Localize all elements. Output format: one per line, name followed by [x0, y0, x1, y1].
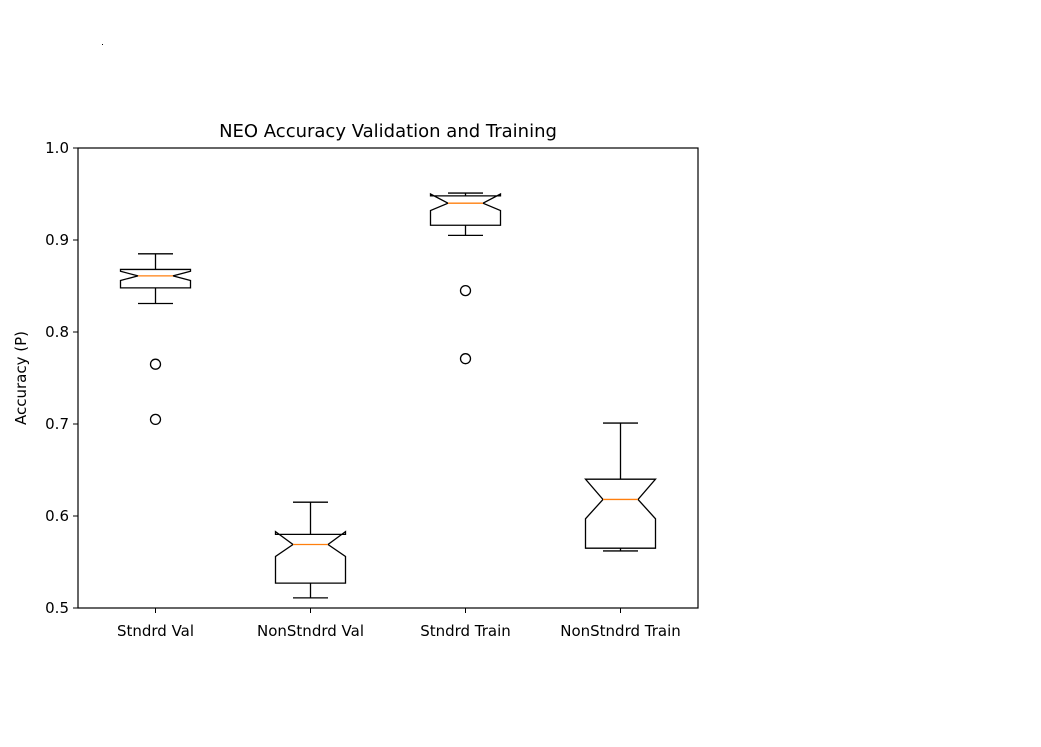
- y-tick-label: 0.7: [45, 415, 69, 433]
- y-tick-label: 0.9: [45, 231, 69, 249]
- notched-box: [119, 268, 192, 289]
- notched-box: [429, 192, 502, 226]
- y-tick-label: 1.0: [45, 139, 69, 157]
- y-tick-label: 0.8: [45, 323, 69, 341]
- x-tick-label: Stndrd Val: [117, 622, 194, 640]
- outlier-point: [459, 353, 472, 365]
- x-tick-label: NonStndrd Train: [560, 622, 681, 640]
- x-tick-label: NonStndrd Val: [257, 622, 364, 640]
- notched-box: [584, 478, 657, 549]
- y-tick-label: 0.6: [45, 507, 69, 525]
- axes-frame: [77, 147, 699, 609]
- stray-dot: [102, 44, 103, 45]
- outlier-point: [459, 284, 472, 297]
- y-tick-label: 0.5: [45, 599, 69, 617]
- chart-title: NEO Accuracy Validation and Training: [219, 121, 557, 142]
- y-axis-label: Accuracy (P): [12, 331, 30, 425]
- outlier-point: [149, 413, 162, 426]
- x-tick-label: Stndrd Train: [420, 622, 511, 640]
- outlier-point: [149, 358, 162, 370]
- plot-area: 0.5 0.6 0.7 0.8 0.9 1.0 Stndrd Val NonStndrd Va…: [45, 139, 681, 640]
- notched-box: [274, 530, 347, 584]
